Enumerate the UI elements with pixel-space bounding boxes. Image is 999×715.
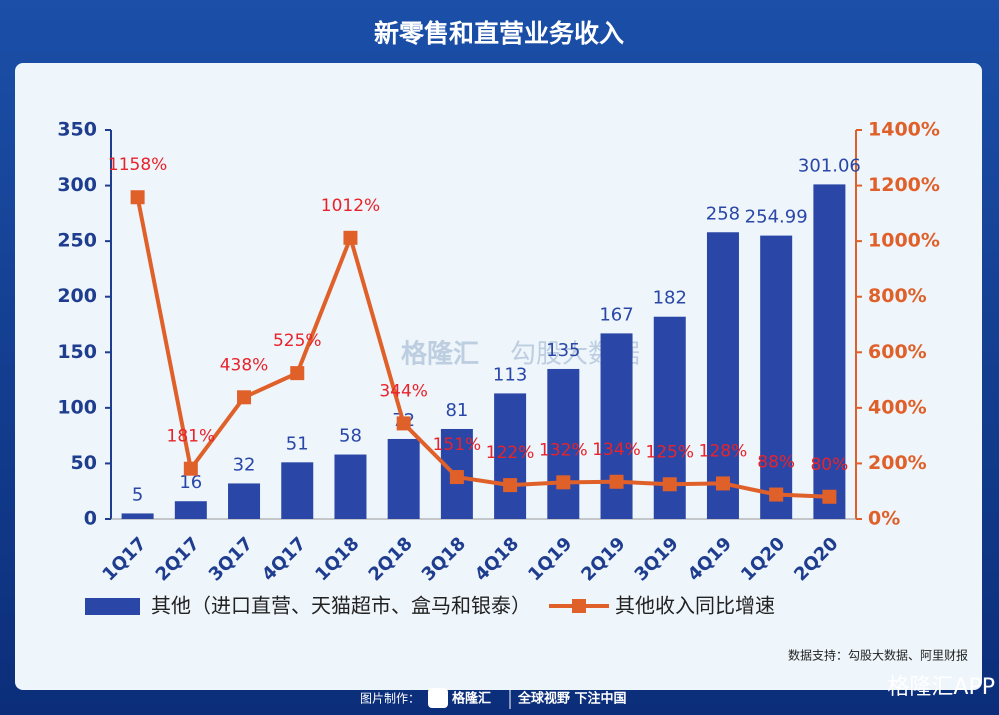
bar [387,438,420,519]
line-marker [237,390,252,405]
line-label: 122% [486,443,535,463]
bar-label: 167 [599,304,633,325]
y2-tick-label: 0% [868,508,900,530]
y-tick-label: 150 [57,341,97,363]
panel [15,63,982,690]
bar-label: 113 [493,364,527,385]
y2-tick-label: 200% [868,452,927,474]
source: 数据支持：勾股大数据、阿里财报 [788,648,968,663]
bar [334,454,367,519]
bar [174,501,207,519]
line-marker [130,190,145,205]
bar [547,368,580,519]
bar-label: 258 [706,203,740,224]
bar-label: 182 [653,288,687,309]
y2-tick-label: 800% [868,285,927,307]
legend-swatch [572,599,586,613]
line-label: 151% [433,435,482,455]
line-label: 134% [592,440,641,460]
line-label: 525% [273,331,322,351]
y-tick-label: 200 [57,285,97,307]
footer-made-by: 图片制作： [360,692,420,706]
y-tick-label: 0 [84,508,97,530]
legend-label: 其他（进口直营、天猫超市、盒马和银泰） [151,594,531,618]
line-marker [822,489,837,504]
bar-label: 5 [132,484,143,505]
bar [760,235,793,519]
y2-tick-label: 1200% [868,174,940,196]
y2-tick-label: 400% [868,396,927,418]
line-marker [609,474,624,489]
line-marker [183,461,198,476]
line-label: 1158% [108,155,167,175]
line-label: 344% [379,381,428,401]
footer-brand: 格隆汇 [452,691,491,707]
line [135,196,830,499]
line-marker [343,230,358,245]
line-marker [290,366,305,381]
line-label: 128% [699,441,748,461]
legend-swatch [85,598,140,615]
bar [600,333,633,519]
bar-label: 51 [286,433,309,454]
line-marker [449,470,464,485]
watermark: 格隆汇 [401,339,479,370]
y-tick-label: 300 [57,174,97,196]
bar [121,513,154,519]
bar-label: 16 [179,472,202,493]
bar [228,483,261,519]
line-label: 132% [539,440,588,460]
bar [706,232,739,519]
y2-tick-label: 1000% [868,230,940,252]
footer-slogan: 全球视野 下注中国 [517,691,627,707]
line-label: 125% [645,442,694,462]
y-tick-label: 100 [57,396,97,418]
y-tick-label: 250 [57,230,97,252]
bar-label: 58 [339,426,362,447]
y2-tick-label: 1400% [868,119,940,141]
line-marker [556,475,571,490]
bar [494,393,527,519]
footer-app: 格隆汇APP [887,675,995,700]
line-marker [769,487,784,502]
line-marker [503,478,518,493]
line-marker [396,416,411,431]
line-marker [715,476,730,491]
bar-label: 32 [233,454,256,475]
line-label: 438% [220,355,269,375]
line-label: 80% [810,455,848,475]
bar-label: 135 [546,340,580,361]
bar [281,462,314,519]
bar-label: 254.99 [745,207,808,228]
chart-title: 新零售和直营业务收入 [374,19,624,48]
logo [428,688,448,708]
legend-label: 其他收入同比增速 [615,594,775,618]
line-label: 181% [167,427,216,447]
bar-label: 301.06 [798,155,861,176]
y-tick-label: 350 [57,119,97,141]
line-label: 1012% [321,196,380,216]
y2-tick-label: 600% [868,341,927,363]
bar [813,184,846,519]
y-tick-label: 50 [71,452,97,474]
line-marker [662,477,677,492]
line-label: 88% [757,453,795,473]
bar-label: 81 [445,400,468,421]
